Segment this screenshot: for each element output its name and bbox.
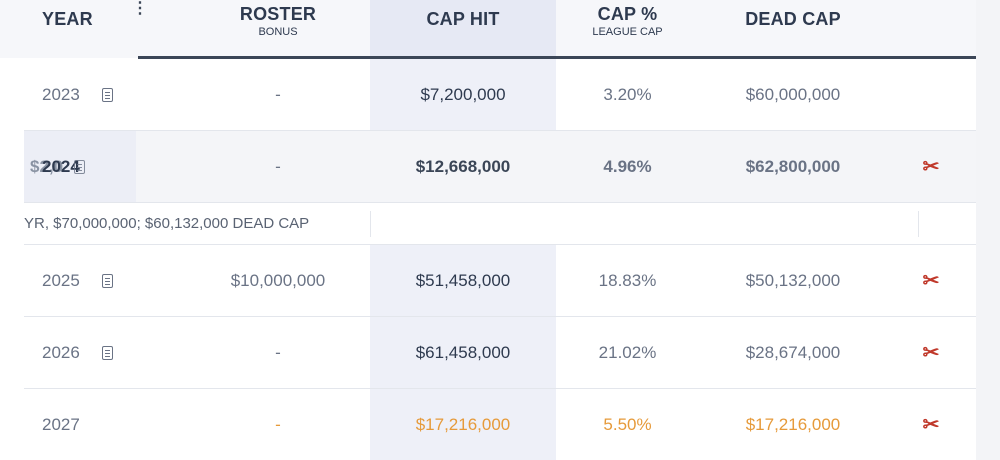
year-cell: 2024 <box>42 131 85 202</box>
cap-percent-cell: 3.20% <box>603 84 652 104</box>
roster-bonus-cell: - <box>275 342 281 362</box>
cap-hit-header-bg <box>370 0 556 58</box>
dead-cap-cell: $60,000,000 <box>745 84 841 104</box>
document-icon[interactable] <box>101 273 113 288</box>
header-roster-bonus[interactable]: ROSTER BONUS <box>239 4 317 38</box>
divider <box>370 211 371 237</box>
header-dead-cap[interactable]: DEAD CAP <box>745 9 841 29</box>
scissors-icon[interactable]: ✂ <box>922 414 940 436</box>
header-rule <box>138 56 976 59</box>
table-row: 2023 - $7,200,000 3.20% $60,000,000 <box>24 59 976 131</box>
cap-hit-cell: $7,200,000 <box>420 84 506 104</box>
cap-percent-cell: 18.83% <box>598 270 657 290</box>
table-row: 2025 $10,000,000 $51,458,000 18.83% $50,… <box>24 245 976 317</box>
cap-hit-cell: $61,458,000 <box>415 342 511 362</box>
scissors-icon[interactable]: ✂ <box>922 342 940 364</box>
cap-hit-cell: $12,668,000 <box>415 156 511 176</box>
divider <box>918 211 919 237</box>
year-cell: 2027 <box>42 414 80 434</box>
cap-percent-cell: 5.50% <box>603 414 652 434</box>
document-icon[interactable] <box>101 345 113 360</box>
year-cell: 2026 <box>42 317 113 388</box>
year-cell: 2025 <box>42 245 113 316</box>
restructure-note-text: YR, $70,000,000; $60,132,000 DEAD CAP <box>24 215 310 232</box>
roster-bonus-cell: $10,000,000 <box>230 270 326 290</box>
kebab-menu-icon[interactable]: ⋮ <box>132 0 148 17</box>
scissors-icon[interactable]: ✂ <box>922 270 940 292</box>
dead-cap-cell: $50,132,000 <box>745 270 841 290</box>
table-row: 2027 - $17,216,000 5.50% $17,216,000 ✂ <box>24 389 976 460</box>
header-cap-percent[interactable]: CAP % LEAGUE CAP <box>592 4 663 38</box>
header-cap-hit[interactable]: CAP HIT <box>426 9 500 29</box>
roster-bonus-cell: - <box>275 156 281 176</box>
restructure-note-row: YR, $70,000,000; $60,132,000 DEAD CAP <box>24 203 976 245</box>
dead-cap-cell: $62,800,000 <box>745 156 841 176</box>
table-row-current: - $12,668,000 4.96% $62,800,000 ✂ <box>24 131 976 203</box>
roster-bonus-cell: - <box>275 84 281 104</box>
year-cell: 2023 <box>42 59 113 130</box>
dead-cap-cell: $28,674,000 <box>745 342 841 362</box>
header-year[interactable]: YEAR <box>42 9 93 29</box>
document-icon[interactable] <box>73 159 85 174</box>
right-rail <box>976 0 1000 460</box>
cap-percent-cell: 21.02% <box>598 342 657 362</box>
table-row: 2026 - $61,458,000 21.02% $28,674,000 ✂ <box>24 317 976 389</box>
cap-percent-cell: 4.96% <box>603 156 652 176</box>
cap-hit-cell: $17,216,000 <box>415 414 511 434</box>
scissors-icon[interactable]: ✂ <box>922 156 940 178</box>
dead-cap-cell: $17,216,000 <box>745 414 841 434</box>
roster-bonus-cell: - <box>275 414 281 434</box>
document-icon[interactable] <box>101 87 113 102</box>
overlapping-ghost-text: $2,0 <box>30 156 64 176</box>
cap-hit-cell: $51,458,000 <box>415 270 511 290</box>
